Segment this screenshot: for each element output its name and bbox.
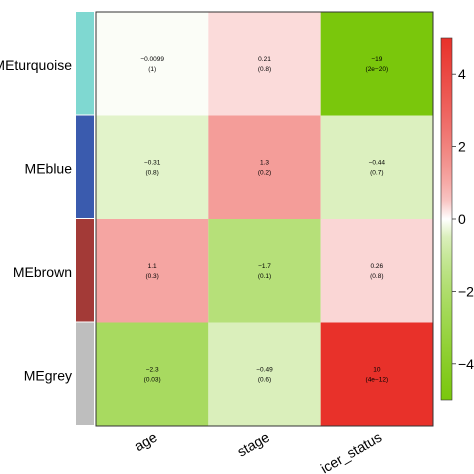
heatmap-cell [208, 322, 321, 426]
heatmap-cells: −0.0099 (1) 0.21 (0.8) −19 (2e−20) −0.31 (0.8) 1… [96, 12, 433, 426]
cell-pvalue-label: (0.6) [258, 376, 271, 383]
cell-pvalue-label: (0.3) [145, 273, 158, 280]
cell-pvalue-label: (0.8) [370, 273, 383, 280]
cell-pvalue-label: (4e−12) [366, 376, 389, 383]
colorbar-tick-label: 4 [458, 66, 466, 82]
cell-pvalue-label: (2e−20) [366, 66, 389, 73]
column-label-stage: stage [234, 429, 272, 460]
row-label-meblue: MEblue [25, 160, 73, 176]
colorbar-tick-label: 0 [458, 211, 466, 227]
sidebar-swatch-megrey [76, 322, 94, 425]
cell-value-label: 0.26 [371, 263, 384, 270]
column-label-age: age [131, 429, 159, 455]
heatmap-cell [96, 115, 209, 219]
sidebar-swatch-meturquoise [76, 12, 94, 115]
heatmap-cell [208, 219, 321, 323]
colorbar-tick-label: −2 [458, 283, 474, 299]
colorbar-gradient [440, 37, 453, 401]
colorbar-tick-label: −4 [458, 356, 474, 372]
heatmap-cell [96, 12, 209, 116]
row-label-mebrown: MEbrown [13, 264, 72, 280]
cell-value-label: 1.3 [260, 159, 269, 166]
cell-pvalue-label: (1) [148, 66, 156, 73]
cell-value-label: −0.49 [256, 366, 273, 373]
heatmap-cell [320, 12, 433, 116]
cell-value-label: 10 [373, 366, 381, 373]
cell-value-label: −19 [371, 56, 382, 63]
heatmap-cell [320, 219, 433, 323]
cell-value-label: 1.1 [148, 263, 157, 270]
cell-value-label: −0.44 [369, 159, 386, 166]
row-label-megrey: MEgrey [24, 367, 72, 383]
heatmap-border [95, 11, 434, 427]
cell-value-label: −0.31 [144, 159, 161, 166]
cell-pvalue-label: (0.8) [258, 66, 271, 73]
cell-value-label: −2.3 [146, 366, 159, 373]
heatmap-cell [96, 219, 209, 323]
heatmap-cell [208, 115, 321, 219]
colorbar-tick-label: 2 [458, 139, 466, 155]
sidebar-swatch-meblue [76, 115, 94, 218]
row-label-meturquoise: MEturquoise [0, 57, 72, 73]
heatmap-cell [96, 322, 209, 426]
heatmap-cell [208, 12, 321, 116]
cell-pvalue-label: (0.7) [370, 169, 383, 176]
cell-value-label: 0.21 [258, 56, 271, 63]
cell-pvalue-label: (0.1) [258, 273, 271, 280]
cell-pvalue-label: (0.8) [145, 169, 158, 176]
column-label-cancer-status: icer_status [318, 429, 385, 474]
cell-pvalue-label: (0.2) [258, 169, 271, 176]
row-labels: MEturquoise MEblue MEbrown MEgrey [0, 57, 72, 384]
module-color-sidebar [76, 12, 94, 425]
heatmap-cell [320, 322, 433, 426]
cell-value-label: −1.7 [258, 263, 271, 270]
cell-value-label: −0.0099 [140, 56, 164, 63]
cell-pvalue-label: (0.03) [144, 376, 161, 383]
heatmap-cell [320, 115, 433, 219]
column-labels: age stage icer_status [131, 429, 384, 474]
sidebar-swatch-mebrown [76, 219, 94, 322]
colorbar: 4 2 0 −2 −4 [440, 37, 474, 401]
